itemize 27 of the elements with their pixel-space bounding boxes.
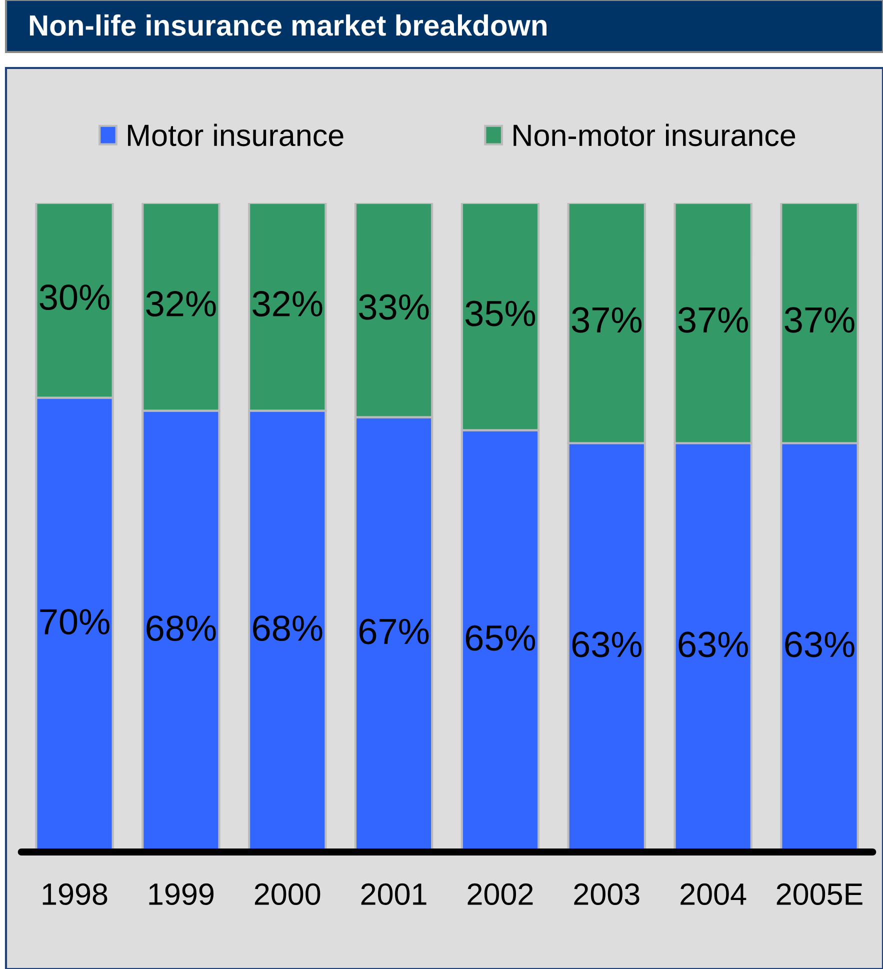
data-label: 33%: [359, 294, 429, 320]
data-label: 37%: [572, 307, 642, 333]
data-label: 37%: [678, 307, 748, 333]
data-label: 35%: [465, 300, 536, 326]
data-label: 65%: [466, 625, 536, 651]
legend-label: Motor insurance: [128, 124, 344, 146]
data-label: 30%: [40, 284, 110, 310]
data-label: 63%: [678, 632, 748, 658]
data-label: 37%: [784, 307, 854, 333]
x-tick-label: 2004: [680, 883, 746, 905]
x-tick-label: 2002: [468, 883, 533, 905]
data-label: 63%: [785, 632, 854, 658]
data-label: 32%: [146, 290, 216, 317]
data-label: 32%: [252, 290, 322, 317]
chart-title: Non-life insurance market breakdown: [30, 14, 546, 36]
x-tick-label: 2000: [254, 883, 320, 905]
x-tick-label: 1998: [42, 883, 108, 905]
x-tick-label: 1999: [149, 883, 214, 905]
data-label: 70%: [40, 608, 110, 635]
data-label: 67%: [359, 618, 429, 644]
data-label: 68%: [253, 615, 322, 642]
x-tick-label: 2001: [361, 883, 426, 905]
x-tick-label: 2003: [574, 883, 640, 905]
data-label: 68%: [146, 615, 216, 642]
x-tick-label: 2005E: [776, 883, 862, 905]
data-label: 63%: [572, 632, 642, 658]
legend-label: Non-motor insurance: [514, 124, 796, 146]
